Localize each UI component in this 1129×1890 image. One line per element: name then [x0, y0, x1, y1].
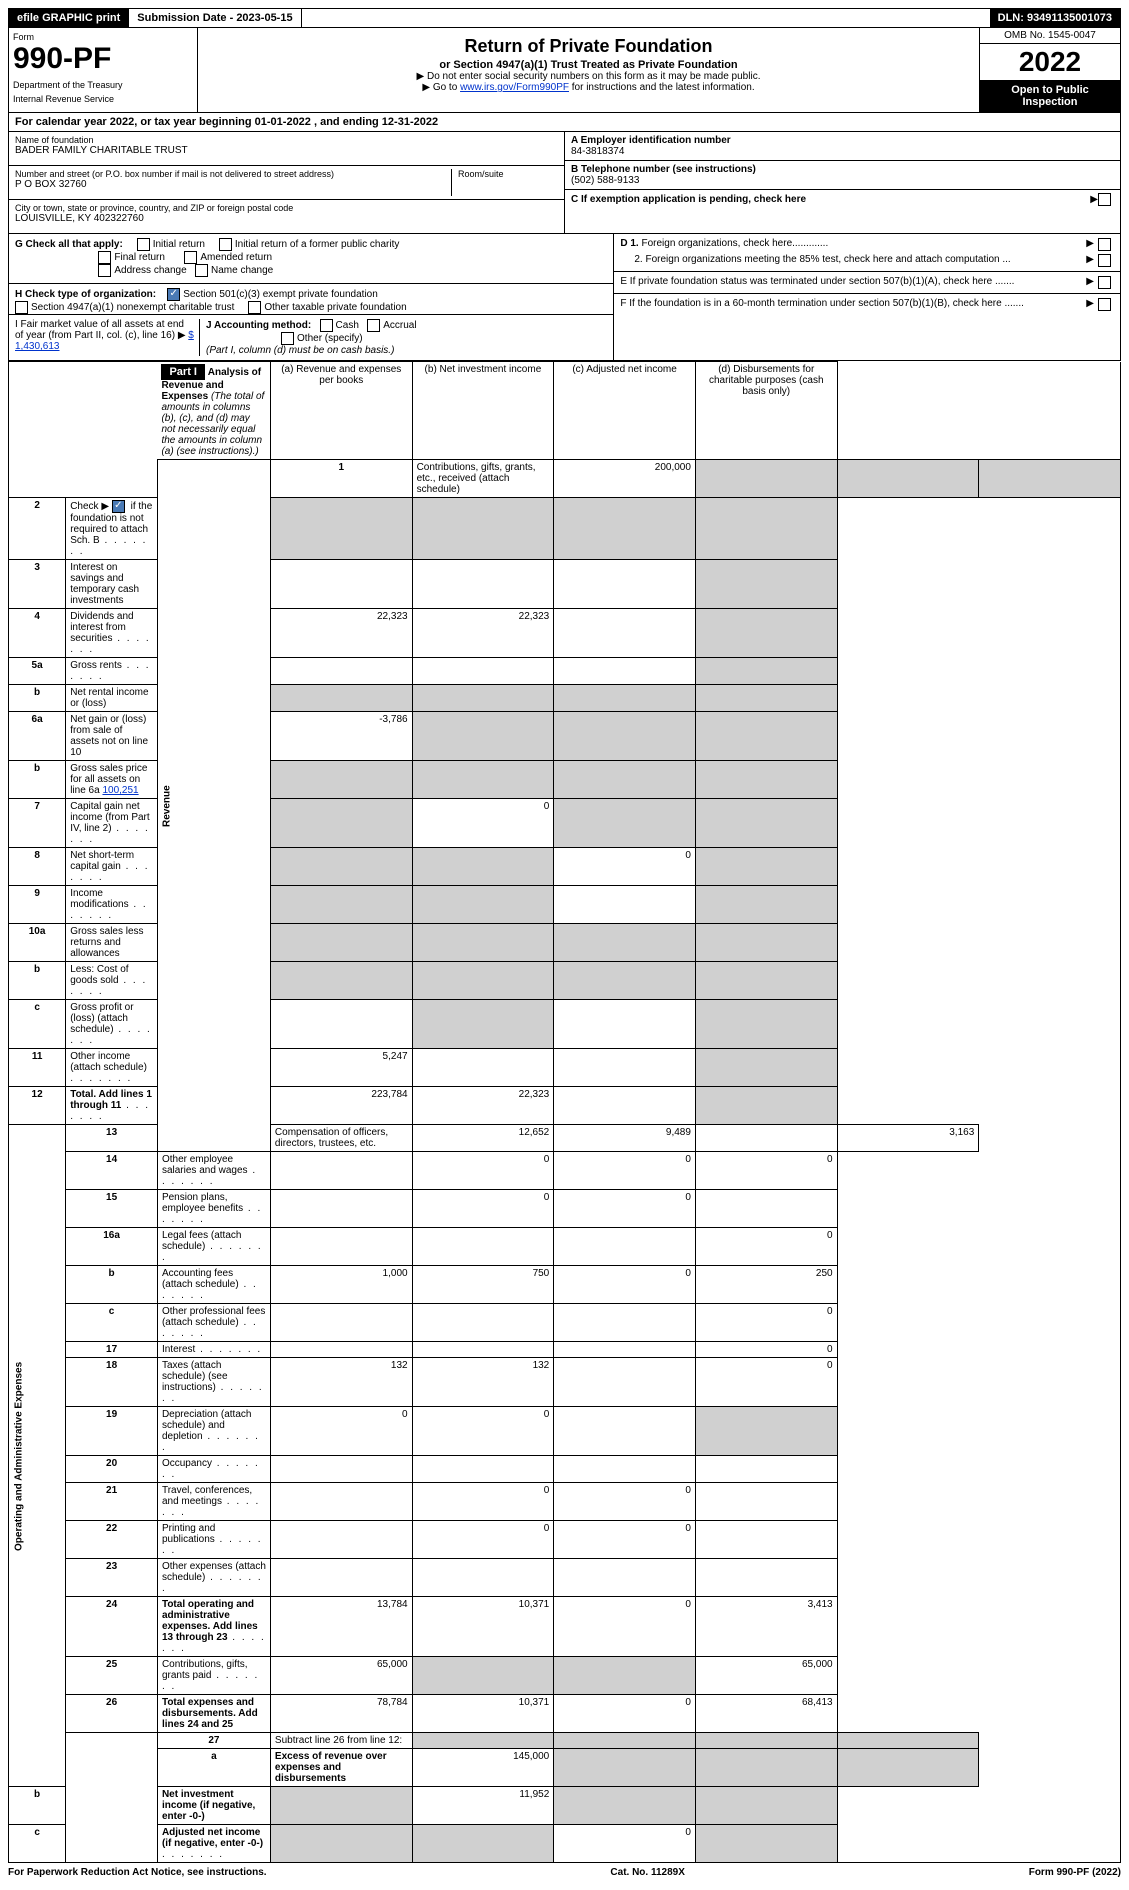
address-value: P O BOX 32760: [15, 179, 451, 190]
col-d-header: (d) Disbursements for charitable purpose…: [695, 362, 837, 460]
arrow-icon: ▶: [1086, 238, 1094, 251]
form-number: 990-PF: [13, 42, 193, 76]
dln-label: DLN: 93491135001073: [990, 9, 1120, 27]
j-note: (Part I, column (d) must be on cash basi…: [206, 345, 394, 356]
note-link: ▶ Go to www.irs.gov/Form990PF for instru…: [204, 82, 973, 93]
top-bar: efile GRAPHIC print Submission Date - 20…: [8, 8, 1121, 28]
opex-section-label: Operating and Administrative Expenses: [9, 1125, 66, 1787]
form-header: Form 990-PF Department of the Treasury I…: [8, 28, 1121, 113]
efile-label[interactable]: efile GRAPHIC print: [9, 9, 129, 27]
other-taxable-checkbox[interactable]: [248, 301, 261, 314]
j-label: J Accounting method:: [206, 320, 311, 331]
g-label: G Check all that apply:: [15, 239, 123, 250]
sch-b-checkbox[interactable]: [112, 500, 125, 513]
revenue-section-label: Revenue: [157, 460, 270, 1152]
irs-link[interactable]: www.irs.gov/Form990PF: [460, 82, 569, 93]
page-footer: For Paperwork Reduction Act Notice, see …: [8, 1863, 1121, 1882]
submission-date: Submission Date - 2023-05-15: [129, 9, 301, 27]
phone-value: (502) 588-9133: [571, 175, 1114, 186]
ein-value: 84-3818374: [571, 146, 1114, 157]
line6a-value[interactable]: 100,251: [102, 785, 138, 796]
note-ssn: ▶ Do not enter social security numbers o…: [204, 71, 973, 82]
ein-label: A Employer identification number: [571, 135, 1114, 146]
part-label: Part I: [161, 364, 205, 380]
omb-number: OMB No. 1545-0047: [980, 28, 1120, 44]
name-label: Name of foundation: [15, 135, 558, 145]
city-value: LOUISVILLE, KY 402322760: [15, 213, 558, 224]
col-a-header: (a) Revenue and expenses per books: [270, 362, 412, 460]
amended-return-checkbox[interactable]: [184, 251, 197, 264]
address-change-checkbox[interactable]: [98, 264, 111, 277]
exemption-checkbox[interactable]: [1098, 193, 1111, 206]
d1-checkbox[interactable]: [1098, 238, 1111, 251]
foundation-name: BADER FAMILY CHARITABLE TRUST: [15, 145, 558, 156]
room-label: Room/suite: [458, 169, 558, 179]
accrual-checkbox[interactable]: [367, 319, 380, 332]
calendar-year-line: For calendar year 2022, or tax year begi…: [8, 113, 1121, 132]
form-subtitle: or Section 4947(a)(1) Trust Treated as P…: [204, 59, 973, 71]
col-b-header: (b) Net investment income: [412, 362, 554, 460]
phone-label: B Telephone number (see instructions): [571, 164, 1114, 175]
d2-checkbox[interactable]: [1098, 254, 1111, 267]
paperwork-notice: For Paperwork Reduction Act Notice, see …: [8, 1867, 267, 1878]
i-label: I Fair market value of all assets at end…: [15, 319, 186, 341]
e-checkbox[interactable]: [1098, 276, 1111, 289]
4947-checkbox[interactable]: [15, 301, 28, 314]
catalog-number: Cat. No. 11289X: [610, 1867, 684, 1878]
d1-text: Foreign organizations, check here.......…: [641, 238, 828, 249]
checks-section: G Check all that apply: Initial return I…: [8, 234, 1121, 361]
cash-checkbox[interactable]: [320, 319, 333, 332]
arrow-icon: ▶: [1086, 254, 1094, 267]
final-return-checkbox[interactable]: [98, 251, 111, 264]
initial-return-checkbox[interactable]: [137, 238, 150, 251]
name-change-checkbox[interactable]: [195, 264, 208, 277]
form-footer-label: Form 990-PF (2022): [1029, 1867, 1121, 1878]
identification-block: Name of foundation BADER FAMILY CHARITAB…: [8, 132, 1121, 234]
f-text: F If the foundation is in a 60-month ter…: [620, 298, 1082, 311]
form-label: Form: [13, 32, 193, 42]
other-method-checkbox[interactable]: [281, 332, 294, 345]
dept-treasury: Department of the Treasury: [13, 80, 193, 90]
arrow-icon: ▶: [1090, 194, 1098, 205]
city-label: City or town, state or province, country…: [15, 203, 558, 213]
d2-text: 2. Foreign organizations meeting the 85%…: [620, 254, 1082, 267]
form-title: Return of Private Foundation: [204, 36, 973, 57]
initial-former-checkbox[interactable]: [219, 238, 232, 251]
h-label: H Check type of organization:: [15, 289, 156, 300]
arrow-icon: ▶: [1086, 276, 1094, 289]
inspection-label: Open to Public Inspection: [980, 80, 1120, 112]
f-checkbox[interactable]: [1098, 298, 1111, 311]
e-text: E If private foundation status was termi…: [620, 276, 1082, 289]
exemption-label: C If exemption application is pending, c…: [571, 194, 1090, 205]
501c3-checkbox[interactable]: [167, 288, 180, 301]
col-c-header: (c) Adjusted net income: [554, 362, 696, 460]
dept-irs: Internal Revenue Service: [13, 94, 193, 104]
address-label: Number and street (or P.O. box number if…: [15, 169, 451, 179]
analysis-table: Part I Analysis of Revenue and Expenses …: [8, 361, 1121, 1863]
arrow-icon: ▶: [1086, 298, 1094, 311]
tax-year: 2022: [980, 44, 1120, 80]
